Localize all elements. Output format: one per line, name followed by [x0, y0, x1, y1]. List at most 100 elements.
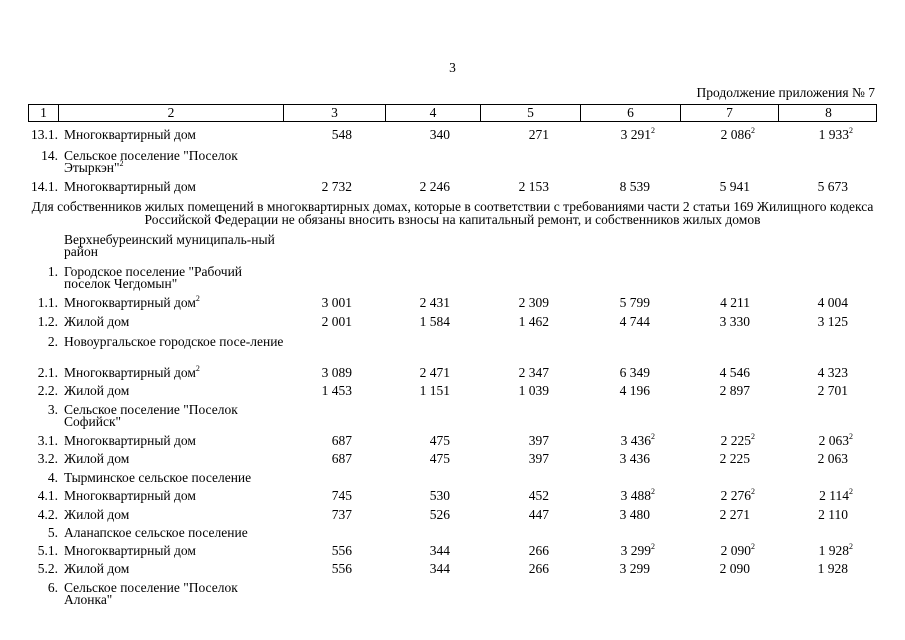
value-col-7: 2 0902 [720, 542, 755, 558]
row-label: Сельское поселение "Поселок Софийск" [64, 402, 238, 429]
continuation-note: Продолжение приложения № 7 [696, 85, 875, 100]
value-col-8: 4 323 [817, 365, 848, 380]
value-col-7: 2 897 [719, 383, 750, 398]
value-col-7: 2 090 [719, 561, 750, 576]
value-col-3: 3 089 [321, 365, 352, 380]
row-number: 1.1. [37, 295, 58, 310]
row-number: 4. [47, 470, 58, 485]
value-col-3: 687 [331, 433, 352, 448]
footnote-mark: 2 [651, 487, 655, 496]
footnote-mark: 2 [849, 432, 853, 441]
value-col-5: 2 153 [518, 179, 549, 194]
value-col-6: 3 4362 [620, 432, 655, 448]
value-col-6: 6 349 [619, 365, 650, 380]
row-label: Многоквартирный дом [64, 127, 196, 142]
value-col-8: 2 1142 [819, 487, 853, 503]
row-number: 5.1. [37, 543, 58, 558]
value-col-4: 2 471 [419, 365, 450, 380]
value-col-4: 475 [429, 433, 450, 448]
value-col-4: 344 [429, 561, 450, 576]
value-col-8: 1 9282 [818, 542, 853, 558]
value-col-6: 3 4882 [620, 487, 655, 503]
value-col-5: 2 309 [518, 295, 549, 310]
row-number: 3.2. [37, 451, 58, 466]
value-col-5: 397 [528, 451, 549, 466]
row-number: 6. [47, 580, 58, 595]
paragraph-text: Для собственников жилых помещений в мног… [31, 199, 874, 227]
row-number: 1. [47, 264, 58, 279]
row-label: Аланапское сельское поселение [64, 525, 248, 540]
row-label: Новоургальское городское посе-ление [64, 334, 284, 349]
value-col-8: 2 063 [817, 451, 848, 466]
row-number: 14. [41, 148, 58, 163]
row-number: 4.2. [37, 507, 58, 522]
value-col-4: 530 [429, 488, 450, 503]
row-label: Жилой дом [64, 451, 130, 466]
value-col-4: 475 [429, 451, 450, 466]
value-col-7: 2 271 [719, 507, 750, 522]
row-label: Жилой дом [64, 561, 130, 576]
value-col-3: 737 [331, 507, 352, 522]
value-col-5: 397 [528, 433, 549, 448]
header-col-5: 5 [481, 105, 581, 121]
value-col-6: 4 196 [619, 383, 650, 398]
value-col-5: 2 347 [518, 365, 549, 380]
footnote-mark: 2 [751, 432, 755, 441]
row-number: 2.2. [37, 383, 58, 398]
row-number: 4.1. [37, 488, 58, 503]
row-number: 2.1. [37, 365, 58, 380]
row-label: Многоквартирный дом2 [64, 294, 200, 310]
row-label: Многоквартирный дом2 [64, 364, 200, 380]
value-col-8: 3 125 [817, 314, 848, 329]
header-col-4: 4 [386, 105, 481, 121]
value-col-5: 266 [528, 543, 549, 558]
value-col-3: 556 [331, 561, 352, 576]
value-col-4: 526 [429, 507, 450, 522]
value-col-6: 3 480 [619, 507, 650, 522]
value-col-6: 3 2992 [620, 542, 655, 558]
value-col-3: 548 [331, 127, 352, 142]
value-col-8: 1 9332 [818, 126, 853, 142]
value-col-8: 2 701 [817, 383, 848, 398]
value-col-7: 2 0862 [720, 126, 755, 142]
row-label: Жилой дом [64, 314, 130, 329]
value-col-6: 8 539 [619, 179, 650, 194]
value-col-7: 3 330 [719, 314, 750, 329]
header-col-7: 7 [681, 105, 779, 121]
footnote-mark: 2 [849, 542, 853, 551]
value-col-5: 1 462 [518, 314, 549, 329]
footnote-mark: 2 [195, 294, 200, 303]
value-col-7: 5 941 [719, 179, 750, 194]
header-col-1: 1 [29, 105, 59, 121]
header-col-2: 2 [59, 105, 284, 121]
row-label: Многоквартирный дом [64, 488, 196, 503]
value-col-8: 1 928 [817, 561, 848, 576]
value-col-4: 2 431 [419, 295, 450, 310]
value-col-6: 3 2912 [620, 126, 655, 142]
footnote-mark: 2 [751, 126, 755, 135]
value-col-6: 4 744 [619, 314, 650, 329]
row-label: Жилой дом [64, 507, 130, 522]
value-col-4: 340 [429, 127, 450, 142]
footnote-mark: 2 [195, 364, 200, 373]
value-col-5: 266 [528, 561, 549, 576]
row-label: Жилой дом [64, 383, 130, 398]
header-col-3: 3 [284, 105, 386, 121]
value-col-3: 745 [331, 488, 352, 503]
page-number: 3 [449, 60, 456, 75]
row-number: 5. [47, 525, 58, 540]
row-label: Многоквартирный дом [64, 433, 196, 448]
value-col-7: 4 211 [720, 295, 750, 310]
row-number: 3.1. [37, 433, 58, 448]
value-col-7: 2 225 [719, 451, 750, 466]
row-label: Сельское поселение "Поселок Алонка" [64, 580, 238, 607]
footnote-mark: 2 [849, 126, 853, 135]
value-col-4: 2 246 [419, 179, 450, 194]
footnote-mark: 2 [849, 487, 853, 496]
value-col-8: 4 004 [817, 295, 848, 310]
header-col-8: 8 [825, 105, 832, 120]
value-col-5: 447 [528, 507, 549, 522]
value-col-6: 3 436 [619, 451, 650, 466]
row-number: 13.1. [31, 127, 58, 142]
row-number: 14.1. [31, 179, 58, 194]
